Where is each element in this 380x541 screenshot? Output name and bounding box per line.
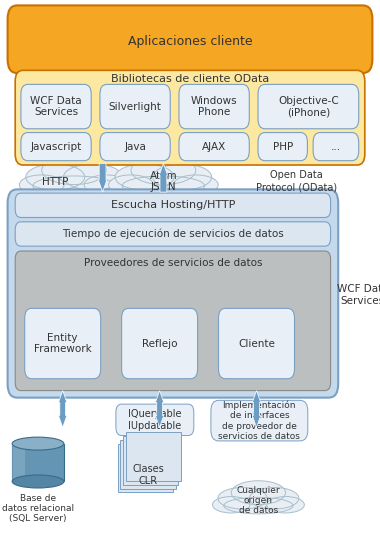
- Text: Implementación
de interfaces
de proveedor de
servicios de datos: Implementación de interfaces de proveedo…: [218, 400, 300, 441]
- Bar: [12, 444, 64, 481]
- Text: Reflejo: Reflejo: [142, 339, 177, 348]
- FancyBboxPatch shape: [179, 84, 249, 129]
- Text: Base de
datos relacional
(SQL Server): Base de datos relacional (SQL Server): [2, 493, 74, 524]
- Bar: [12, 444, 25, 481]
- Text: Clases
CLR: Clases CLR: [132, 464, 164, 486]
- FancyBboxPatch shape: [122, 308, 198, 379]
- Text: Windows
Phone: Windows Phone: [191, 96, 238, 117]
- Ellipse shape: [84, 175, 129, 195]
- Ellipse shape: [26, 164, 85, 190]
- FancyBboxPatch shape: [211, 400, 308, 441]
- FancyBboxPatch shape: [21, 84, 91, 129]
- Ellipse shape: [212, 497, 250, 513]
- Ellipse shape: [122, 176, 204, 196]
- Text: Proveedores de servicios de datos: Proveedores de servicios de datos: [84, 258, 262, 268]
- Ellipse shape: [131, 156, 196, 184]
- Bar: [126, 432, 181, 481]
- Ellipse shape: [173, 175, 218, 195]
- Text: Javascript: Javascript: [30, 142, 82, 151]
- Text: HTTP: HTTP: [42, 177, 68, 187]
- Text: AJAX: AJAX: [202, 142, 226, 151]
- Text: PHP: PHP: [272, 142, 293, 151]
- FancyBboxPatch shape: [258, 84, 359, 129]
- Ellipse shape: [19, 175, 64, 195]
- Ellipse shape: [12, 437, 64, 450]
- Ellipse shape: [153, 164, 212, 190]
- Bar: [120, 440, 176, 489]
- Text: Objective-C
(iPhone): Objective-C (iPhone): [278, 96, 339, 117]
- Text: IQueryable
IUpdatable: IQueryable IUpdatable: [128, 409, 182, 431]
- Text: Java: Java: [124, 142, 146, 151]
- Text: Silverlight: Silverlight: [109, 102, 162, 111]
- FancyBboxPatch shape: [8, 189, 338, 398]
- FancyBboxPatch shape: [100, 133, 170, 161]
- FancyBboxPatch shape: [15, 251, 331, 391]
- FancyBboxPatch shape: [21, 133, 91, 161]
- FancyBboxPatch shape: [25, 308, 101, 379]
- Text: Aplicaciones cliente: Aplicaciones cliente: [128, 35, 252, 48]
- Ellipse shape: [231, 481, 286, 505]
- FancyBboxPatch shape: [15, 70, 365, 165]
- Polygon shape: [159, 163, 168, 192]
- Ellipse shape: [12, 475, 64, 488]
- Text: Cualquier
origen
de datos: Cualquier origen de datos: [237, 485, 280, 516]
- Ellipse shape: [224, 497, 293, 514]
- FancyBboxPatch shape: [258, 133, 307, 161]
- Polygon shape: [155, 391, 164, 427]
- Ellipse shape: [267, 497, 304, 513]
- Text: ...: ...: [331, 142, 341, 151]
- Text: Tiempo de ejecución de servicios de datos: Tiempo de ejecución de servicios de dato…: [62, 229, 284, 239]
- Ellipse shape: [218, 487, 267, 509]
- Ellipse shape: [42, 156, 106, 184]
- Text: WCF Data
Services: WCF Data Services: [30, 96, 82, 117]
- Ellipse shape: [63, 164, 122, 190]
- FancyBboxPatch shape: [100, 84, 170, 129]
- Text: Open Data
Protocol (OData): Open Data Protocol (OData): [256, 170, 337, 192]
- FancyBboxPatch shape: [179, 133, 249, 161]
- FancyBboxPatch shape: [15, 193, 331, 217]
- Ellipse shape: [115, 164, 174, 190]
- Polygon shape: [59, 391, 67, 427]
- Text: Entity
Framework: Entity Framework: [34, 333, 92, 354]
- Ellipse shape: [109, 175, 154, 195]
- Ellipse shape: [33, 176, 116, 196]
- Polygon shape: [252, 391, 261, 427]
- Text: Cliente: Cliente: [238, 339, 275, 348]
- FancyBboxPatch shape: [313, 133, 359, 161]
- FancyBboxPatch shape: [218, 308, 294, 379]
- Bar: [118, 444, 173, 492]
- Ellipse shape: [250, 487, 299, 509]
- Text: Atom
JSON: Atom JSON: [150, 171, 177, 192]
- Text: Bibliotecas de cliente OData: Bibliotecas de cliente OData: [111, 74, 269, 84]
- FancyBboxPatch shape: [8, 5, 372, 73]
- Text: Escucha Hosting/HTTP: Escucha Hosting/HTTP: [111, 200, 235, 210]
- FancyBboxPatch shape: [116, 404, 194, 436]
- Text: WCF Data
Services: WCF Data Services: [337, 284, 380, 306]
- Bar: [123, 436, 178, 485]
- FancyBboxPatch shape: [15, 222, 331, 246]
- Polygon shape: [98, 163, 107, 192]
